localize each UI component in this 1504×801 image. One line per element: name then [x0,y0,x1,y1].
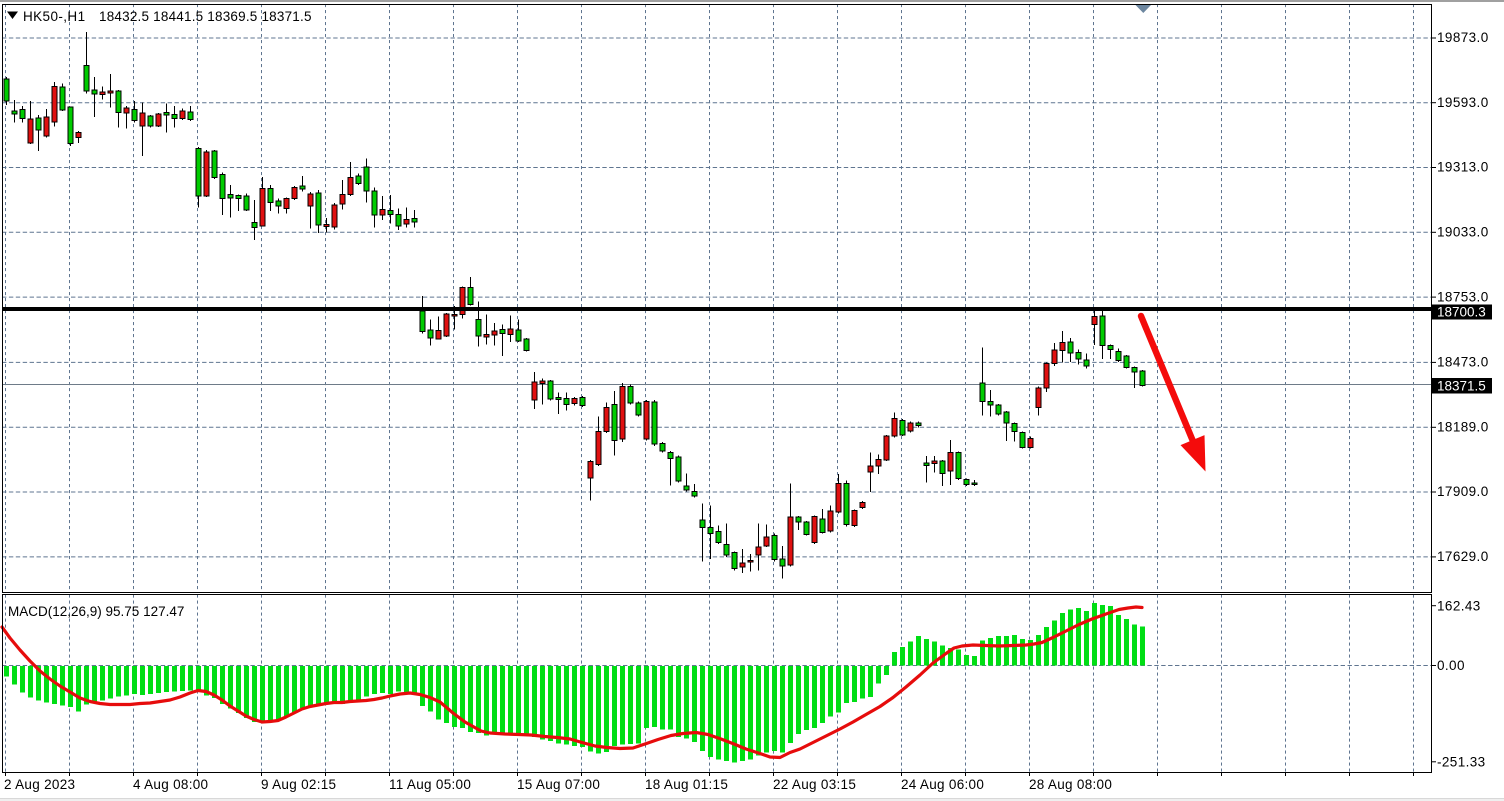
svg-text:18700.3: 18700.3 [1437,305,1486,320]
svg-text:HK50-,H1: HK50-,H1 [23,9,85,24]
svg-text:19593.0: 19593.0 [1437,95,1489,110]
svg-text:18753.0: 18753.0 [1437,289,1489,304]
svg-text:17629.0: 17629.0 [1437,549,1489,564]
svg-text:28 Aug 08:00: 28 Aug 08:00 [1029,777,1112,792]
svg-text:MACD(12,26,9) 95.75 127.47: MACD(12,26,9) 95.75 127.47 [8,604,184,619]
svg-text:18189.0: 18189.0 [1437,420,1489,435]
svg-text:11 Aug 05:00: 11 Aug 05:00 [389,777,471,792]
svg-text:24 Aug 06:00: 24 Aug 06:00 [901,777,984,792]
svg-text:19313.0: 19313.0 [1437,160,1489,175]
svg-text:18371.5: 18371.5 [1437,379,1486,394]
svg-text:18 Aug 01:15: 18 Aug 01:15 [645,777,728,792]
svg-text:162.43: 162.43 [1437,598,1481,613]
svg-text:19873.0: 19873.0 [1437,30,1489,45]
svg-text:18432.5 18441.5 18369.5 18371.: 18432.5 18441.5 18369.5 18371.5 [99,9,312,24]
svg-text:9 Aug 02:15: 9 Aug 02:15 [261,777,336,792]
svg-text:-251.33: -251.33 [1437,755,1486,770]
svg-text:2 Aug 2023: 2 Aug 2023 [4,777,75,792]
svg-text:18473.0: 18473.0 [1437,355,1489,370]
svg-text:17909.0: 17909.0 [1437,484,1489,499]
svg-text:22 Aug 03:15: 22 Aug 03:15 [773,777,856,792]
svg-text:4 Aug 08:00: 4 Aug 08:00 [133,777,208,792]
svg-text:15 Aug 07:00: 15 Aug 07:00 [517,777,600,792]
svg-text:19033.0: 19033.0 [1437,225,1489,240]
svg-text:0.00: 0.00 [1437,658,1465,673]
